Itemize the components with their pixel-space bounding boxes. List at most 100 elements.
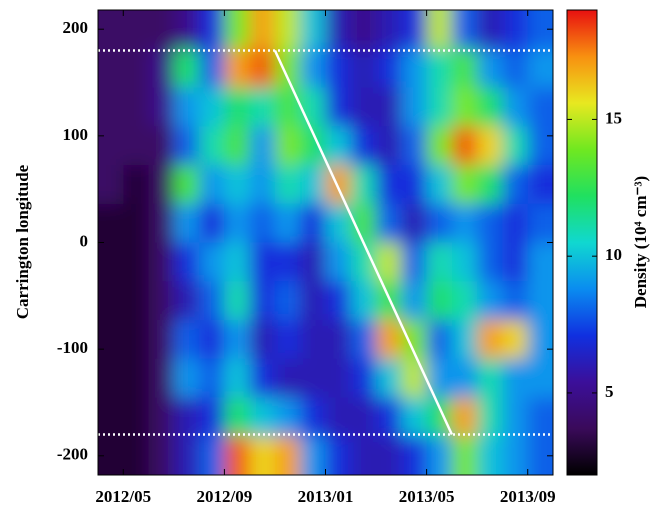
trend-line	[273, 50, 454, 435]
colorbar	[566, 9, 598, 476]
heatmap-cell	[123, 165, 150, 205]
heatmap-cell	[376, 358, 403, 399]
heatmap-cell	[300, 87, 327, 128]
heatmap-cell	[376, 165, 403, 205]
y-tick-label: -100	[57, 338, 88, 357]
heatmap-cell	[249, 242, 276, 283]
heatmap-cell	[401, 126, 428, 166]
heatmap-cell	[249, 203, 276, 244]
heatmap-cell	[502, 281, 529, 321]
heatmap-cell	[350, 281, 378, 321]
heatmap-cell	[527, 242, 553, 283]
heatmap-cell	[224, 10, 251, 50]
heatmap-cell	[98, 165, 125, 205]
heatmap-cell	[350, 436, 378, 475]
heatmap-cell	[148, 281, 175, 321]
heatmap-cell	[350, 126, 378, 166]
heatmap-cell	[300, 436, 327, 475]
heatmap-cell	[376, 48, 403, 89]
heatmap-cell	[173, 281, 201, 321]
heatmap-cell	[527, 126, 553, 166]
heatmap-cell	[98, 48, 125, 89]
heatmap-cell	[477, 87, 504, 128]
heatmap-cell	[274, 10, 302, 50]
heatmap-cell	[527, 48, 553, 89]
heatmap-cell	[451, 165, 479, 205]
heatmap-cell	[274, 281, 302, 321]
heatmap-cell	[249, 10, 276, 50]
heatmap-cell	[477, 10, 504, 50]
heatmap-cell	[249, 126, 276, 166]
y-tick-label: 0	[80, 231, 89, 250]
heatmap-cell	[477, 126, 504, 166]
heatmap-cell	[325, 10, 352, 50]
heatmap-cell	[173, 320, 201, 360]
heatmap-cell	[224, 203, 251, 244]
heatmap-cell	[451, 87, 479, 128]
heatmap-cell	[426, 126, 453, 166]
heatmap-cell	[173, 242, 201, 283]
heatmap-cell	[502, 10, 529, 50]
heatmap-cell	[426, 436, 453, 475]
heatmap-cell	[173, 358, 201, 399]
heatmap-cell	[274, 320, 302, 360]
heatmap-cell	[224, 281, 251, 321]
heatmap-cell	[98, 10, 125, 50]
heatmap-cell	[249, 165, 276, 205]
heatmap-cell	[148, 48, 175, 89]
heatmap-cell	[274, 126, 302, 166]
heatmap-cell	[98, 126, 125, 166]
heatmap-cell	[502, 242, 529, 283]
heatmap-cell	[350, 320, 378, 360]
heatmap-cell	[426, 320, 453, 360]
colorbar-tick-label: 10	[605, 245, 622, 264]
heatmap-cell	[451, 10, 479, 50]
x-tick-label: 2013/05	[399, 487, 455, 506]
heatmap-cell	[527, 358, 553, 399]
colorbar-tick-label: 15	[605, 108, 622, 127]
heatmap-cell	[401, 165, 428, 205]
heatmap-cell	[376, 397, 403, 438]
heatmap-cell	[199, 165, 226, 205]
heatmap-cell	[300, 281, 327, 321]
heatmap-cell	[199, 320, 226, 360]
heatmap-cell	[451, 320, 479, 360]
heatmap	[98, 10, 553, 475]
heatmap-cell	[325, 126, 352, 166]
heatmap-cell	[325, 48, 352, 89]
heatmap-cell	[451, 358, 479, 399]
heatmap-cell	[123, 126, 150, 166]
heatmap-cell	[300, 320, 327, 360]
heatmap-cell	[376, 436, 403, 475]
heatmap-cell	[249, 358, 276, 399]
heatmap-cell	[401, 242, 428, 283]
heatmap-cell	[173, 203, 201, 244]
heatmap-cell	[527, 397, 553, 438]
heatmap-cell	[148, 10, 175, 50]
heatmap-cell	[249, 436, 276, 475]
heatmap-cell	[173, 165, 201, 205]
heatmap-cell	[451, 436, 479, 475]
heatmap-cell	[300, 165, 327, 205]
heatmap-cell	[325, 436, 352, 475]
heatmap-cell	[376, 320, 403, 360]
heatmap-cell	[477, 165, 504, 205]
heatmap-cell	[502, 203, 529, 244]
heatmap-cell	[249, 87, 276, 128]
heatmap-cell	[376, 242, 403, 283]
heatmap-cell	[502, 320, 529, 360]
y-tick-label: 200	[63, 18, 89, 37]
heatmap-cell	[477, 436, 504, 475]
heatmap-cell	[199, 436, 226, 475]
heatmap-cell	[173, 397, 201, 438]
heatmap-cell	[426, 203, 453, 244]
heatmap-cell	[199, 87, 226, 128]
heatmap-cell	[477, 320, 504, 360]
heatmap-cell	[502, 48, 529, 89]
heatmap-cell	[502, 436, 529, 475]
heatmap-cell	[98, 203, 125, 244]
heatmap-cell	[148, 126, 175, 166]
heatmap-cell	[199, 48, 226, 89]
heatmap-cell	[98, 320, 125, 360]
